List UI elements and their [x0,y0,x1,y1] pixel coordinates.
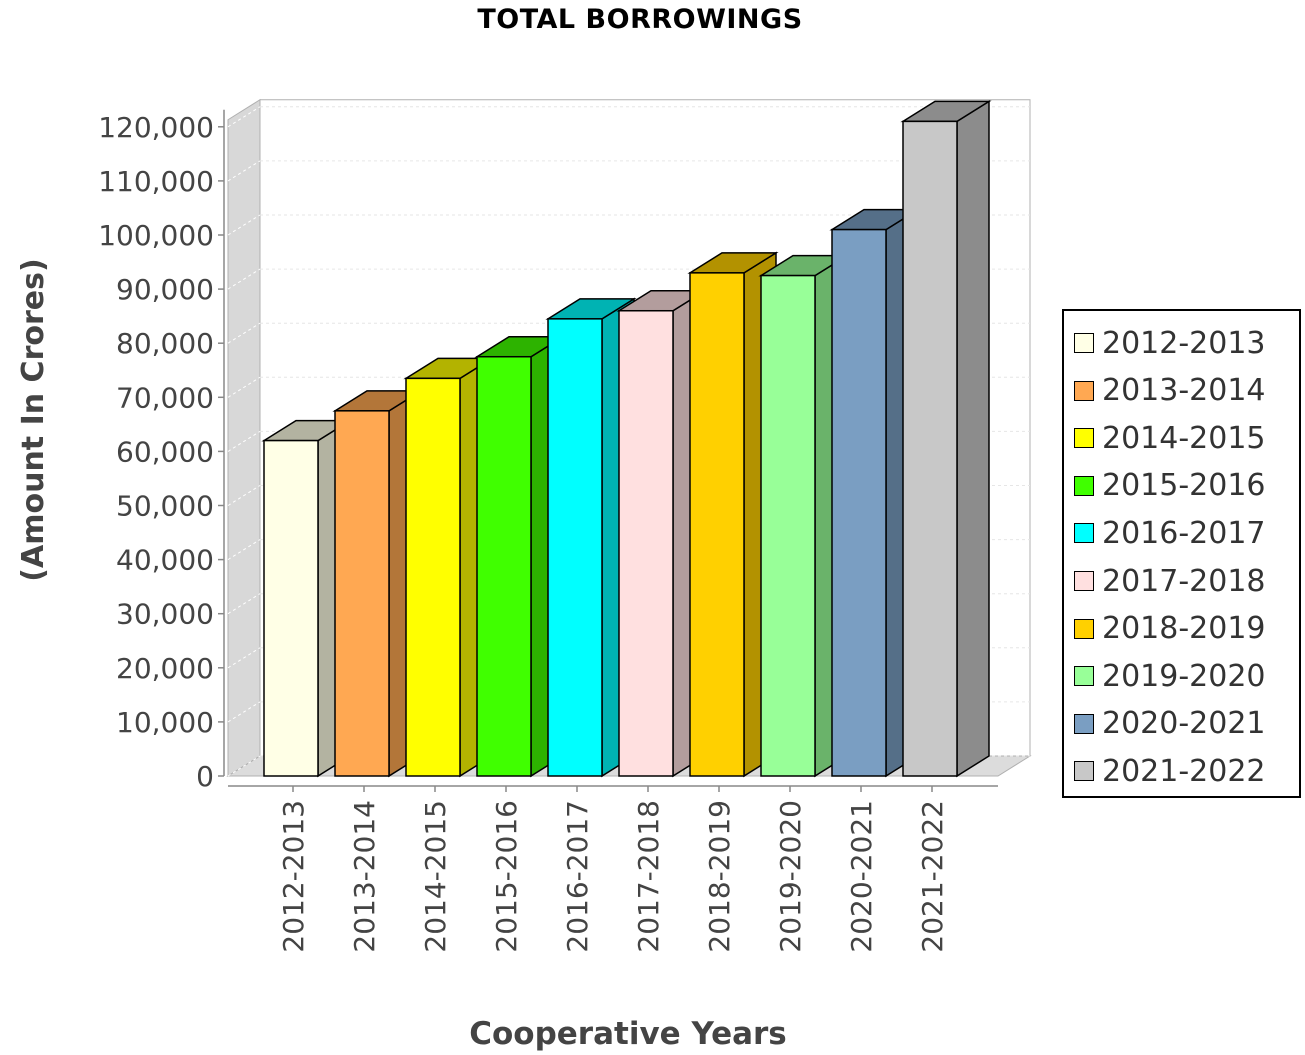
legend-label: 2017-2018 [1102,563,1266,599]
bar-front [334,410,390,777]
y-tick-label: 80,000 [116,327,214,360]
legend-label: 2021-2022 [1102,753,1266,789]
legend-item: 2012-2013 [1074,323,1266,363]
bars [261,100,992,778]
y-tick-label: 70,000 [116,381,214,414]
legend-swatch [1074,428,1094,449]
grid-line-diagonal [227,485,261,506]
legend-label: 2016-2017 [1102,515,1266,551]
y-axis: 0 10,000 20,000 30,000 40,000 50,000 60,000 70,… [98,109,225,793]
y-tick-label: 100,000 [98,219,214,252]
bar-front [263,439,319,777]
y-axis-label: (Amount In Crores) [16,258,51,581]
legend-label: 2013-2014 [1102,373,1266,409]
x-tick-label: 2014-2015 [419,800,452,953]
y-tick-label: 40,000 [116,544,214,577]
legend-swatch [1074,618,1094,639]
bar-front [618,309,674,777]
x-tick-label: 2016-2017 [561,800,594,953]
x-tick-label: 2013-2014 [348,800,381,953]
bar-front [476,355,532,777]
grid-line-diagonal [227,268,261,290]
legend-swatch [1074,380,1094,401]
bar-2020-2021 [829,208,921,778]
bar-front [689,272,745,777]
legend-swatch [1074,571,1094,591]
grid-line-diagonal [227,160,261,182]
legend-item: 2013-2014 [1074,371,1266,411]
bar-2021-2022 [900,100,992,778]
legend-item: 2018-2019 [1074,609,1266,649]
bar-front [831,228,887,777]
grid-line-diagonal [227,539,261,561]
bar-front [405,377,461,777]
grid-line-diagonal [227,376,261,398]
chart-title: TOTAL BORROWINGS [477,4,803,35]
y-tick-label: 10,000 [116,706,214,739]
bar-front [547,318,603,777]
bar-side [956,100,990,778]
grid-line-diagonal [227,322,261,344]
grid-line-diagonal [227,647,261,669]
x-axis: 2012-2013 2013-2014 2014-2015 2015-2016 2016… [228,785,998,953]
x-tick-label: 2015-2016 [490,800,523,953]
y-tick-label: 0 [196,760,214,793]
y-tick-label: 110,000 [98,165,214,198]
y-tick-label: 120,000 [98,111,214,144]
x-axis-label: Cooperative Years [469,1016,787,1052]
x-tick-label: 2020-2021 [845,800,878,953]
legend-item: 2019-2020 [1074,656,1266,696]
legend-item: 2014-2015 [1074,418,1266,458]
legend-label: 2014-2015 [1102,420,1266,456]
legend-item: 2020-2021 [1074,704,1266,744]
legend-label: 2018-2019 [1102,611,1266,647]
bar-front [760,274,816,777]
legend: 2012-2013 2013-2014 2014-2015 2015-2016 2016… [1062,309,1301,798]
grid-line-diagonal [227,106,261,128]
legend-item: 2017-2018 [1074,561,1266,601]
x-tick-label: 2021-2022 [916,800,949,953]
legend-label: 2019-2020 [1102,658,1266,694]
legend-swatch [1074,475,1094,496]
legend-swatch [1074,666,1094,687]
grid-line-diagonal [227,755,261,777]
legend-item: 2016-2017 [1074,513,1266,553]
legend-label: 2020-2021 [1102,706,1266,742]
legend-item: 2015-2016 [1074,466,1266,506]
legend-label: 2015-2016 [1102,468,1266,504]
y-tick-label: 60,000 [116,435,214,468]
x-tick-label: 2012-2013 [277,800,310,953]
legend-swatch [1074,523,1094,544]
y-tick-label: 20,000 [116,652,214,685]
x-tick-label: 2017-2018 [632,800,665,953]
legend-item: 2021-2022 [1074,751,1266,791]
legend-swatch [1074,713,1094,734]
y-tick-label: 30,000 [116,598,214,631]
grid-line-diagonal [227,701,261,723]
grid-line-diagonal [227,593,261,615]
y-tick-label: 50,000 [116,490,214,523]
bar-front [902,120,958,777]
legend-swatch [1074,333,1094,353]
legend-swatch [1074,761,1094,782]
y-tick-label: 90,000 [116,273,214,306]
grid-line-diagonal [227,430,261,452]
legend-label: 2012-2013 [1102,325,1266,361]
x-tick-label: 2018-2019 [703,800,736,953]
grid-line-diagonal [227,214,261,236]
x-tick-label: 2019-2020 [774,800,807,953]
left-wall [227,98,261,777]
